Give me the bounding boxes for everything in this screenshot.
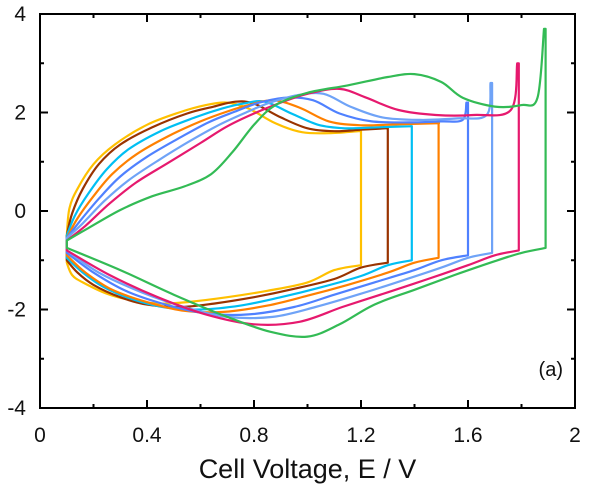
cv-series-8: [65, 27, 547, 338]
cv-series-6: [65, 81, 494, 320]
panel-label: (a): [539, 359, 563, 381]
y-tick-label: -4: [7, 397, 26, 420]
x-axis-title: Cell Voltage, E / V: [199, 454, 417, 484]
tick-labels-group: 0 0.4 0.8 1.2 1.6 2 -4 -2 0 2 4: [7, 3, 581, 447]
x-tick-label: 1.6: [453, 424, 482, 447]
x-tick-label: 2: [569, 424, 581, 447]
x-tick-label: 0.4: [132, 424, 162, 447]
ticks-group: [39, 13, 576, 409]
curves-group: [65, 27, 547, 338]
x-tick-label: 1.2: [346, 424, 375, 447]
x-tick-label: 0: [34, 424, 46, 447]
cv-series-7: [65, 62, 520, 326]
y-tick-label: -2: [7, 299, 26, 322]
x-tick-label: 0.8: [239, 424, 268, 447]
y-tick-label: 0: [14, 200, 26, 223]
y-tick-label: 2: [14, 102, 26, 125]
y-tick-label: 4: [14, 3, 26, 26]
cv-series-2: [65, 100, 389, 309]
